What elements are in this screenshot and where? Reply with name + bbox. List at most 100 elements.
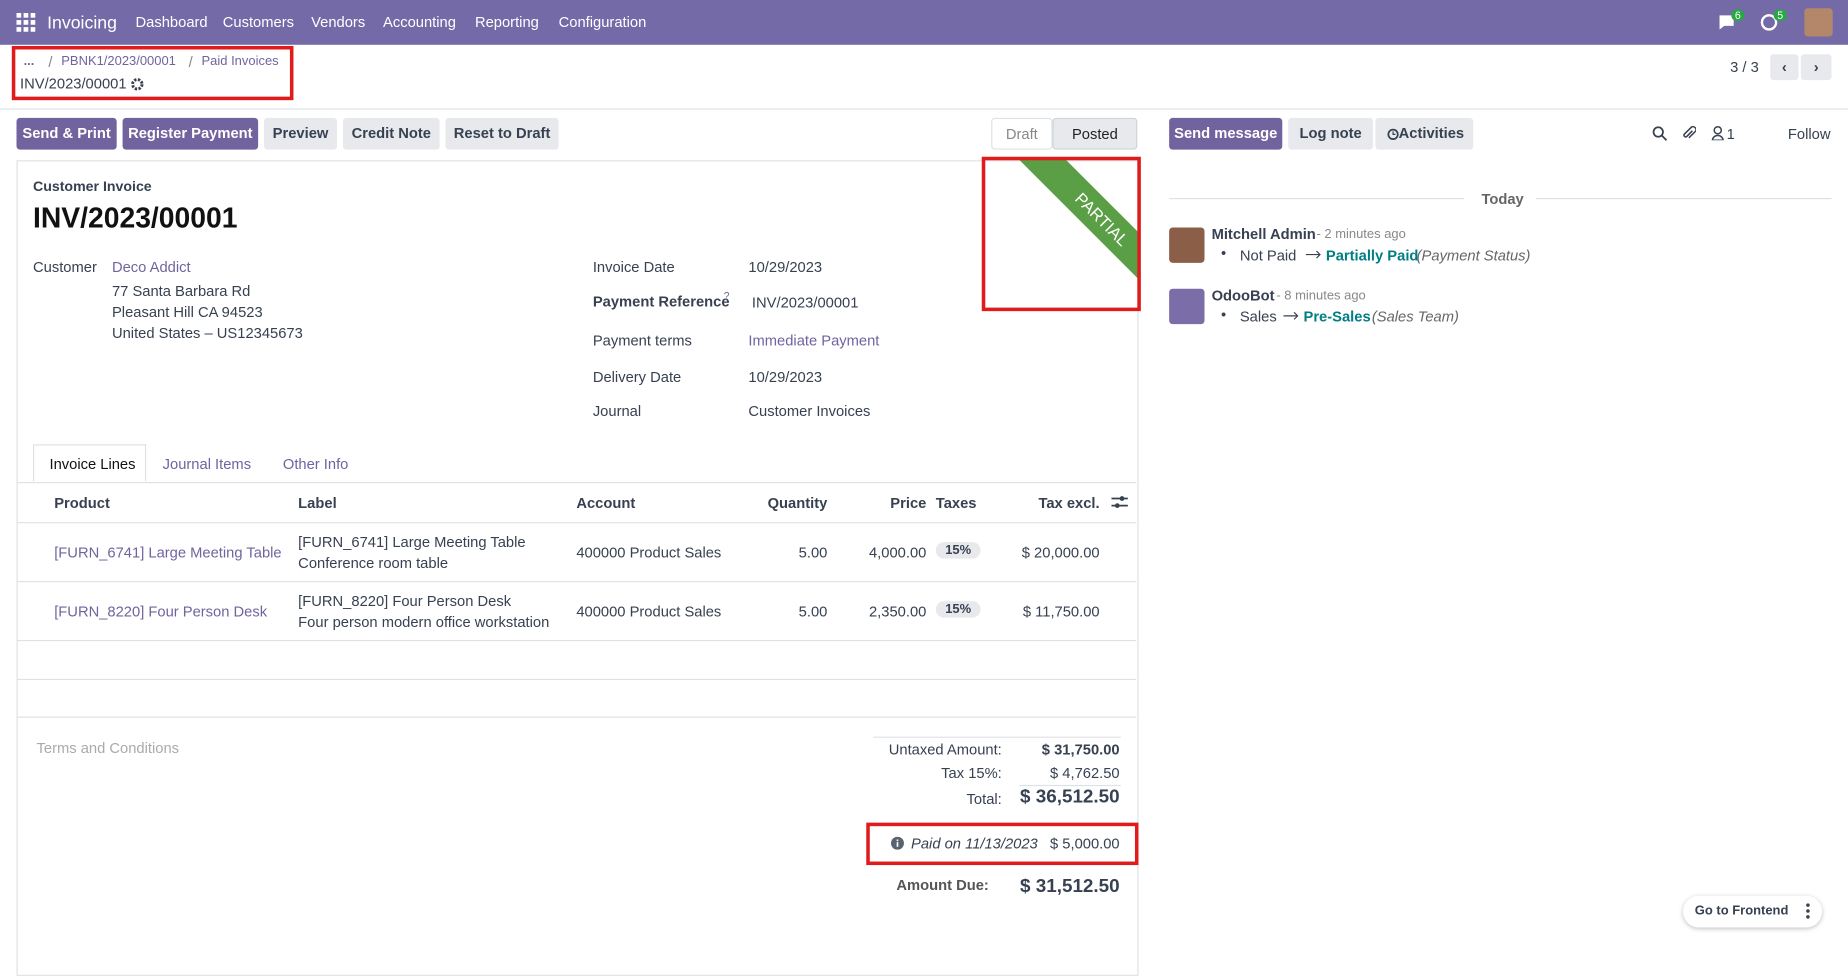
- arrow-icon: [1305, 250, 1321, 259]
- user-avatar[interactable]: [1804, 8, 1833, 37]
- author[interactable]: OdooBot: [1211, 287, 1275, 305]
- label-line[interactable]: Conference room table: [298, 555, 449, 572]
- account[interactable]: 400000 Product Sales: [576, 603, 722, 620]
- more-icon[interactable]: [1806, 903, 1811, 919]
- product[interactable]: [FURN_8220] Four Person Desk: [54, 603, 268, 620]
- author-avatar[interactable]: [1169, 288, 1205, 325]
- chat-icon[interactable]: [1717, 13, 1736, 32]
- tab[interactable]: Journal Items: [162, 456, 252, 473]
- followers-count[interactable]: 1: [1726, 126, 1735, 143]
- follow-button[interactable]: Follow: [1787, 126, 1831, 143]
- field-label: Payment Reference: [592, 293, 730, 310]
- total-label: Tax 15%:: [941, 764, 1002, 782]
- status-step[interactable]: Posted: [1052, 117, 1138, 150]
- frontend-pill[interactable]: [1682, 895, 1823, 928]
- menu-item[interactable]: Vendors: [311, 14, 366, 31]
- badge: 5: [1773, 9, 1787, 22]
- breadcrumb[interactable]: Paid Invoices: [201, 54, 279, 69]
- field-label: Customer: [32, 259, 97, 276]
- menu-item[interactable]: Dashboard: [135, 14, 208, 31]
- field-label: Payment terms: [592, 332, 692, 349]
- status-step[interactable]: Draft: [991, 117, 1053, 150]
- chatter-button[interactable]: Log note: [1288, 117, 1374, 150]
- attachment-icon[interactable]: [1682, 125, 1696, 141]
- field-value[interactable]: Customer Invoices: [748, 403, 871, 420]
- action-button[interactable]: Send & Print: [16, 117, 117, 150]
- prev-button[interactable]: ‹: [1770, 54, 1799, 81]
- optional-columns-icon[interactable]: [1111, 495, 1128, 509]
- menu-item[interactable]: Reporting: [474, 14, 539, 31]
- form-sheet: [16, 160, 1139, 976]
- address-line: United States – US12345673: [111, 325, 303, 342]
- tax-tag[interactable]: 15%: [935, 601, 981, 618]
- customer-link[interactable]: Deco Addict: [111, 259, 191, 276]
- author-avatar[interactable]: [1169, 227, 1205, 263]
- price[interactable]: 4,000.00: [868, 544, 927, 561]
- menu-item[interactable]: Customers: [222, 14, 294, 31]
- action-button[interactable]: Register Payment: [122, 117, 259, 150]
- quantity[interactable]: 5.00: [798, 603, 828, 620]
- column-header[interactable]: Label: [298, 494, 337, 512]
- search-icon[interactable]: [1652, 126, 1668, 141]
- column-header[interactable]: Product: [54, 494, 110, 512]
- chatter-button[interactable]: Activities: [1398, 124, 1465, 142]
- info-icon[interactable]: [890, 836, 904, 850]
- author[interactable]: Mitchell Admin: [1211, 226, 1316, 243]
- field-label: Delivery Date: [592, 368, 682, 386]
- highlight-box: [11, 45, 294, 101]
- total-value: $ 31,512.50: [1020, 876, 1120, 897]
- old-value: Sales: [1239, 308, 1277, 326]
- tax-tag[interactable]: 15%: [935, 542, 981, 559]
- column-header[interactable]: Account: [576, 494, 636, 512]
- menu-item[interactable]: Configuration: [558, 14, 647, 31]
- divider: [16, 678, 1137, 681]
- activity-icon[interactable]: [1760, 13, 1779, 32]
- label-line[interactable]: Four person modern office workstation: [298, 614, 550, 631]
- chatter-button[interactable]: Send message: [1169, 117, 1283, 150]
- help-tooltip[interactable]: ?: [723, 289, 730, 302]
- move-type: Customer Invoice: [32, 177, 152, 195]
- field-name: (Payment Status): [1416, 247, 1531, 264]
- field-value[interactable]: Immediate Payment: [748, 332, 880, 349]
- date-separator: Today: [1481, 190, 1524, 208]
- divider: [16, 522, 1137, 524]
- followers-icon[interactable]: [1711, 126, 1724, 141]
- next-button[interactable]: ›: [1800, 54, 1832, 81]
- terms-placeholder[interactable]: Terms and Conditions: [36, 740, 180, 757]
- column-header[interactable]: Quantity: [767, 494, 828, 512]
- breadcrumb[interactable]: PBNK1/2023/00001: [61, 54, 176, 69]
- separator: /: [48, 54, 53, 71]
- field-value[interactable]: INV/2023/00001: [751, 294, 859, 312]
- active-tab[interactable]: [32, 444, 147, 483]
- field-value[interactable]: 10/29/2023: [748, 259, 823, 276]
- current-record: INV/2023/00001: [20, 75, 127, 92]
- account[interactable]: 400000 Product Sales: [576, 544, 722, 561]
- menu-item[interactable]: Accounting: [383, 14, 456, 31]
- clock-icon: [1387, 128, 1399, 140]
- frontend-button[interactable]: Go to Frontend: [1694, 903, 1789, 919]
- label-line[interactable]: [FURN_6741] Large Meeting Table: [298, 533, 526, 551]
- new-value: Partially Paid: [1325, 247, 1419, 264]
- field-label: Journal: [592, 403, 642, 420]
- tab[interactable]: Invoice Lines: [49, 456, 136, 473]
- button-bg: [1375, 117, 1474, 150]
- price[interactable]: 2,350.00: [868, 603, 927, 620]
- arrow-icon: [1283, 311, 1299, 320]
- column-header[interactable]: Tax excl.: [1038, 494, 1100, 512]
- payment-amount: $ 5,000.00: [1049, 835, 1120, 853]
- column-header[interactable]: Price: [890, 494, 927, 512]
- apps-icon[interactable]: [16, 12, 36, 32]
- breadcrumb[interactable]: ...: [23, 54, 35, 69]
- field-value[interactable]: 10/29/2023: [748, 368, 823, 386]
- quantity[interactable]: 5.00: [798, 544, 828, 561]
- gear-icon[interactable]: [131, 78, 144, 91]
- app-name[interactable]: Invoicing: [47, 12, 117, 33]
- field-label: Invoice Date: [592, 259, 675, 276]
- action-button[interactable]: Credit Note: [342, 117, 440, 150]
- column-header[interactable]: Taxes: [935, 494, 977, 512]
- action-button[interactable]: Reset to Draft: [445, 117, 559, 150]
- action-button[interactable]: Preview: [263, 117, 338, 150]
- product[interactable]: [FURN_6741] Large Meeting Table: [54, 544, 282, 561]
- label-line[interactable]: [FURN_8220] Four Person Desk: [298, 592, 512, 610]
- tab[interactable]: Other Info: [282, 456, 349, 473]
